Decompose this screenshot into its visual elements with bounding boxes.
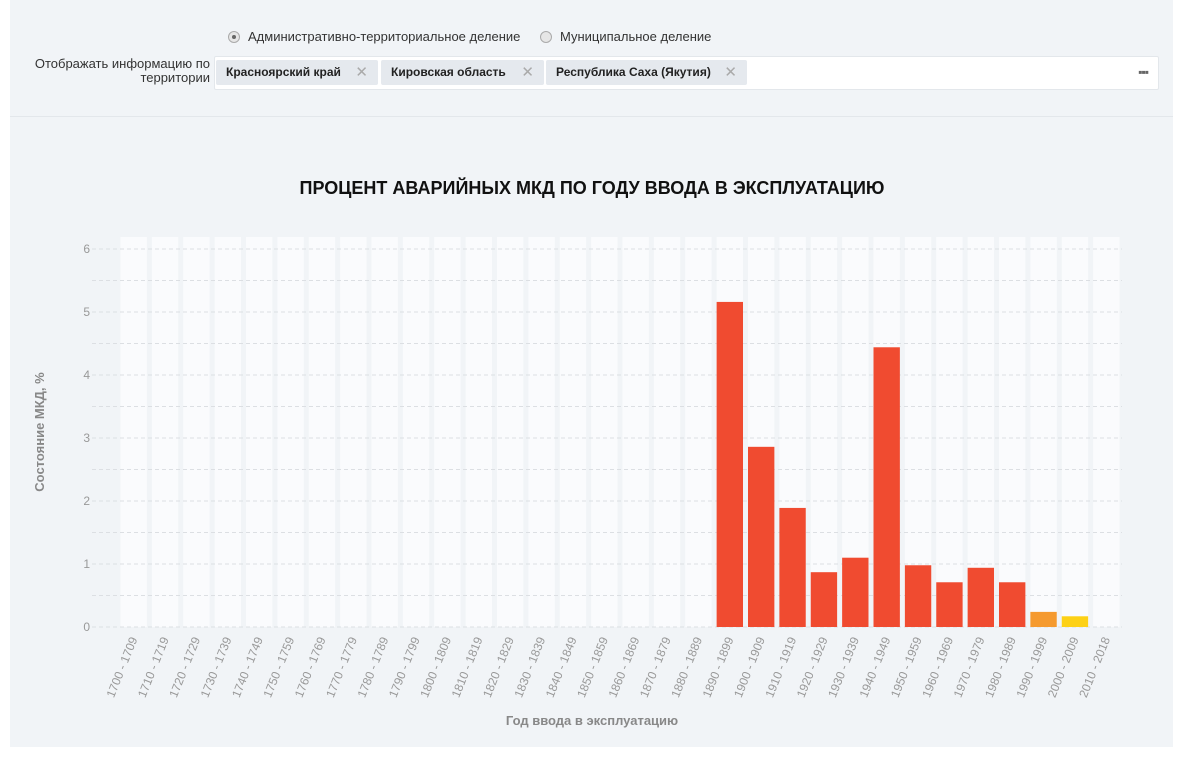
- category-band: [559, 237, 587, 627]
- category-band: [591, 237, 618, 627]
- x-tick-label: 1700 - 1709: [103, 635, 140, 700]
- bar[interactable]: [967, 567, 994, 627]
- category-band: [653, 237, 681, 627]
- tag-kirov: Кировская область ✕: [381, 60, 544, 85]
- radio-label: Административно-территориальное деление: [248, 29, 521, 44]
- bar[interactable]: [904, 565, 932, 627]
- tag-sakha: Республика Саха (Якутия) ✕: [546, 60, 747, 85]
- category-band: [1061, 237, 1089, 627]
- bar[interactable]: [779, 507, 806, 627]
- x-tick-label: 1940 - 1949: [856, 635, 893, 700]
- bar[interactable]: [1030, 611, 1057, 627]
- category-band: [402, 237, 430, 627]
- x-tick-label: 1930 - 1939: [825, 635, 862, 700]
- x-tick-label: 2000 - 2009: [1045, 635, 1082, 700]
- x-tick-label: 1760 - 1769: [292, 635, 329, 700]
- category-band: [371, 237, 398, 627]
- x-tick-label: 1890 - 1899: [700, 635, 737, 700]
- y-tick-label: 5: [83, 305, 90, 319]
- category-band: [685, 237, 712, 627]
- x-tick-label: 1910 - 1919: [762, 635, 799, 700]
- x-tick-label: 1880 - 1889: [668, 635, 705, 700]
- category-band: [622, 237, 649, 627]
- ellipsis-icon[interactable]: ▪▪▪: [1138, 65, 1149, 79]
- x-tick-label: 1840 - 1849: [543, 635, 580, 700]
- category-band: [904, 237, 932, 627]
- x-tick-label: 1960 - 1969: [919, 635, 956, 700]
- bar[interactable]: [999, 582, 1026, 627]
- bar[interactable]: [748, 446, 775, 627]
- x-tick-label: 1820 - 1829: [480, 635, 517, 700]
- x-tick-label: 1750 - 1759: [260, 635, 297, 700]
- category-band: [434, 237, 461, 627]
- x-axis-title: Год ввода в эксплуатацию: [506, 713, 678, 728]
- category-band: [1093, 237, 1120, 627]
- x-tick-label: 1730 - 1739: [198, 635, 235, 700]
- category-band: [120, 237, 147, 627]
- y-tick-label: 6: [83, 242, 90, 256]
- x-tick-label: 1740 - 1749: [229, 635, 266, 700]
- x-tick-label: 1800 - 1809: [417, 635, 454, 700]
- category-band: [967, 237, 994, 627]
- category-band: [465, 237, 492, 627]
- category-band: [277, 237, 304, 627]
- x-tick-label: 1790 - 1799: [386, 635, 423, 700]
- x-tick-label: 1810 - 1819: [449, 635, 486, 700]
- x-tick-label: 1980 - 1989: [982, 635, 1019, 700]
- y-tick-label: 3: [83, 431, 90, 445]
- y-tick-label: 2: [83, 494, 90, 508]
- remove-tag-icon[interactable]: ✕: [724, 64, 737, 81]
- category-band: [308, 237, 336, 627]
- x-tick-label: 1710 - 1719: [135, 635, 172, 700]
- category-band: [528, 237, 555, 627]
- category-band: [214, 237, 241, 627]
- category-band: [1030, 237, 1057, 627]
- y-axis-title: Состояние МКД, %: [32, 372, 47, 492]
- chart-title: ПРОЦЕНТ АВАРИЙНЫХ МКД ПО ГОДУ ВВОДА В ЭК…: [300, 177, 885, 198]
- remove-tag-icon[interactable]: ✕: [355, 64, 368, 81]
- x-tick-label: 1950 - 1959: [888, 635, 925, 700]
- x-tick-label: 1990 - 1999: [1013, 635, 1050, 700]
- bar[interactable]: [810, 572, 838, 627]
- category-band: [183, 237, 210, 627]
- x-tick-label: 2010 - 2018: [1076, 635, 1113, 700]
- radio-admin-division[interactable]: Административно-территориальное деление: [228, 29, 520, 44]
- radio-icon: [228, 30, 240, 43]
- territory-select[interactable]: Красноярский край ✕ Кировская область ✕ Ре…: [214, 56, 1159, 90]
- bar[interactable]: [716, 301, 743, 627]
- x-tick-label: 1860 - 1869: [605, 635, 642, 700]
- bar[interactable]: [1061, 616, 1089, 627]
- radio-icon: [540, 30, 552, 43]
- category-band: [810, 237, 838, 627]
- x-tick-label: 1870 - 1879: [637, 635, 674, 700]
- x-tick-label: 1830 - 1839: [511, 635, 548, 700]
- category-band: [936, 237, 963, 627]
- y-tick-label: 1: [83, 557, 90, 571]
- x-tick-label: 1770 - 1779: [323, 635, 360, 700]
- radio-label: Муниципальное деление: [560, 29, 712, 44]
- remove-tag-icon[interactable]: ✕: [521, 64, 534, 81]
- category-band: [497, 237, 524, 627]
- x-tick-label: 1780 - 1789: [354, 635, 391, 700]
- bar[interactable]: [842, 557, 869, 627]
- territory-label: Отображать информацию по территории: [34, 56, 210, 85]
- x-tick-label: 1970 - 1979: [951, 635, 988, 700]
- x-tick-label: 1850 - 1859: [574, 635, 611, 700]
- y-tick-label: 4: [83, 368, 90, 382]
- x-tick-label: 1720 - 1729: [166, 635, 203, 700]
- category-band: [999, 237, 1026, 627]
- tag-krasnoyarsk: Красноярский край ✕: [216, 60, 378, 85]
- bar[interactable]: [936, 582, 963, 627]
- x-tick-label: 1900 - 1909: [731, 635, 768, 700]
- category-band: [151, 237, 179, 627]
- y-tick-label: 0: [83, 620, 90, 634]
- bar[interactable]: [873, 347, 900, 627]
- radio-municipal-division[interactable]: Муниципальное деление: [540, 29, 711, 44]
- x-tick-label: 1920 - 1929: [794, 635, 831, 700]
- category-band: [340, 237, 367, 627]
- category-band: [246, 237, 273, 627]
- filter-panel: Административно-территориальное деление …: [10, 0, 1173, 117]
